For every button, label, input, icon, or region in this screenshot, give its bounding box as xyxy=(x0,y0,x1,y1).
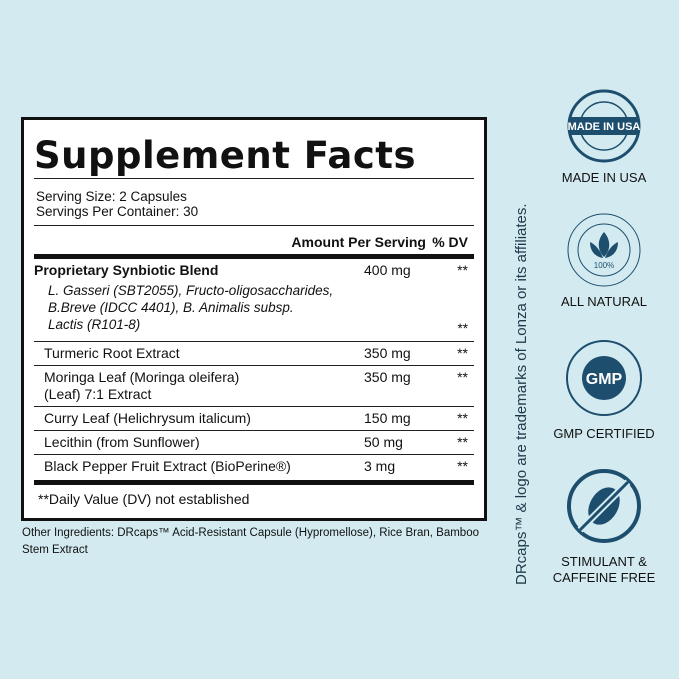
badge-label: GMP CERTIFIED xyxy=(553,426,655,441)
badge-label: STIMULANT & CAFFEINE FREE xyxy=(552,554,656,585)
blend-amount: 400 mg xyxy=(364,262,411,278)
badge-label: ALL NATURAL xyxy=(561,294,647,309)
ingredient-dv: ** xyxy=(457,369,468,385)
svg-text:GMP: GMP xyxy=(586,371,623,388)
ingredient-row: Lecithin (from Sunflower) 50 mg ** xyxy=(34,431,474,454)
ingredient-dv: ** xyxy=(457,458,468,474)
ingredient-name: Curry Leaf (Helichrysum italicum) xyxy=(44,410,251,426)
ingredient-amount: 150 mg xyxy=(364,410,411,426)
blend-sub1: L. Gasseri (SBT2055), Fructo-oligosaccha… xyxy=(48,283,334,298)
panel-title: Supplement Facts xyxy=(34,134,417,177)
supplement-facts-panel: Supplement Facts Serving Size: 2 Capsule… xyxy=(21,117,487,521)
ingredient-name: Turmeric Root Extract xyxy=(44,345,180,361)
natural-leaf-seal-icon: 100% xyxy=(567,213,641,287)
ingredient-row: Moringa Leaf (Moringa oleifera) (Leaf) 7:… xyxy=(34,366,474,406)
blend-sub-dv: ** xyxy=(457,321,468,336)
ingredient-amount: 50 mg xyxy=(364,434,403,450)
badge-made-in-usa: MADE IN USA MADE IN USA xyxy=(544,88,664,186)
blend-sub3: Lactis (R101-8) xyxy=(48,317,141,332)
ingredient-amount: 350 mg xyxy=(364,345,411,361)
blend-dv: ** xyxy=(457,262,468,278)
svg-text:MADE IN USA: MADE IN USA xyxy=(568,121,641,133)
badge-caffeine-free: STIMULANT & CAFFEINE FREE xyxy=(544,468,664,586)
ingredient-row: Turmeric Root Extract 350 mg ** xyxy=(34,342,474,365)
ingredient-dv: ** xyxy=(457,345,468,361)
gmp-seal-icon: GMP xyxy=(566,340,642,416)
ingredient-amount: 3 mg xyxy=(364,458,396,474)
footnote: **Daily Value (DV) not established xyxy=(38,491,250,507)
made-in-usa-seal-icon: MADE IN USA xyxy=(567,89,641,163)
header-dv: % DV xyxy=(432,234,468,250)
servings-per-container: Servings Per Container: 30 xyxy=(36,204,199,219)
ingredient-name-cont: (Leaf) 7:1 Extract xyxy=(44,386,152,402)
ingredient-name: Black Pepper Fruit Extract (BioPerine®) xyxy=(44,458,291,474)
blend-sub2: B.Breve (IDCC 4401), B. Animalis subsp. xyxy=(48,300,294,315)
svg-text:100%: 100% xyxy=(594,261,614,270)
ingredient-name: Moringa Leaf (Moringa oleifera) xyxy=(44,369,240,385)
badge-gmp: GMP GMP CERTIFIED xyxy=(544,338,664,442)
ingredient-dv: ** xyxy=(457,434,468,450)
ingredient-amount: 350 mg xyxy=(364,369,411,385)
other-ingredients: Other Ingredients: DRcaps™ Acid-Resistan… xyxy=(22,527,479,556)
trademark-note: DRcaps™ & logo are trademarks of Lonza o… xyxy=(513,203,530,585)
blend-row: Proprietary Synbiotic Blend 400 mg ** xyxy=(34,259,474,282)
badge-label: MADE IN USA xyxy=(561,170,647,185)
header-amount: Amount Per Serving xyxy=(291,234,426,250)
ingredient-dv: ** xyxy=(457,410,468,426)
serving-size: Serving Size: 2 Capsules xyxy=(36,189,187,204)
ingredient-row: Black Pepper Fruit Extract (BioPerine®) 3… xyxy=(34,455,474,478)
no-coffee-bean-icon xyxy=(567,469,641,543)
ingredient-row: Curry Leaf (Helichrysum italicum) 150 mg *… xyxy=(34,407,474,430)
blend-name: Proprietary Synbiotic Blend xyxy=(34,262,219,278)
badge-all-natural: 100% ALL NATURAL xyxy=(544,212,664,310)
ingredient-name: Lecithin (from Sunflower) xyxy=(44,434,200,450)
